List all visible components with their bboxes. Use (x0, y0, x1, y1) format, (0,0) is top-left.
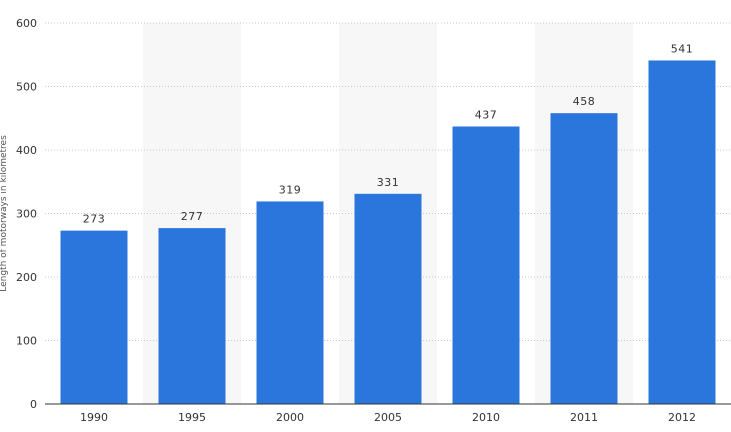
x-tick-label-1990: 1990 (80, 411, 108, 424)
bars (60, 60, 716, 405)
x-axis-ticks: 1990 1995 2000 2005 2010 2011 2012 (80, 411, 696, 424)
y-tick-label: 600 (16, 17, 37, 30)
bar-2010 (452, 126, 520, 404)
bar-1990 (60, 230, 128, 404)
data-labels: 273 277 319 331 437 458 541 (83, 42, 694, 226)
data-label-1995: 277 (181, 210, 204, 223)
data-label-2000: 319 (279, 183, 302, 196)
bar-2011 (550, 113, 618, 405)
y-tick-label: 0 (30, 398, 37, 411)
y-tick-label: 500 (16, 81, 37, 94)
x-tick-label-2000: 2000 (276, 411, 304, 424)
y-axis-ticks: 0 100 200 300 400 500 600 (16, 17, 37, 411)
data-label-2011: 458 (573, 95, 596, 108)
y-tick-label: 300 (16, 208, 37, 221)
x-tick-label-2012: 2012 (668, 411, 696, 424)
x-tick-label-2005: 2005 (374, 411, 402, 424)
y-tick-label: 200 (16, 271, 37, 284)
y-tick-label: 100 (16, 335, 37, 348)
x-tick-label-2011: 2011 (570, 411, 598, 424)
bar-2005 (354, 193, 422, 404)
bar-2012 (648, 60, 716, 405)
y-axis-title: Length of motorways in kilometres (0, 135, 9, 292)
bar-2000 (256, 201, 324, 404)
data-label-1990: 273 (83, 213, 106, 226)
y-tick-label: 400 (16, 144, 37, 157)
bar-1995 (158, 228, 226, 404)
x-tick-label-1995: 1995 (178, 411, 206, 424)
data-label-2005: 331 (377, 176, 400, 189)
x-tick-label-2010: 2010 (472, 411, 500, 424)
data-label-2012: 541 (671, 42, 694, 55)
data-label-2010: 437 (475, 109, 498, 122)
